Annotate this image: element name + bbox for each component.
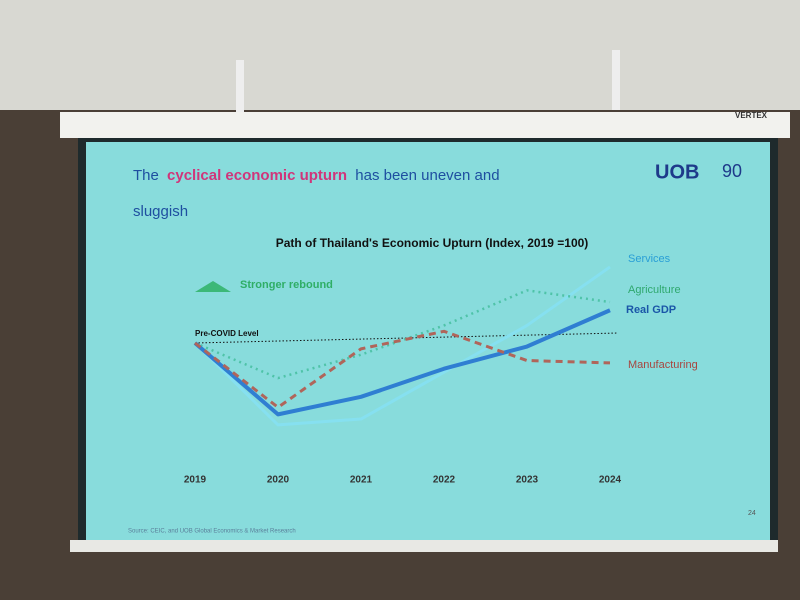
screen-housing xyxy=(60,112,790,138)
annotation-icon xyxy=(195,281,231,292)
mount xyxy=(612,50,620,110)
ceiling xyxy=(0,0,800,110)
logo: UOB xyxy=(655,161,699,183)
x-tick-label: 2020 xyxy=(267,475,290,486)
page-number: 24 xyxy=(748,510,756,517)
brand: VERTEX xyxy=(735,111,768,120)
series-line xyxy=(194,329,611,409)
series-line xyxy=(193,308,611,417)
x-tick-label: 2022 xyxy=(433,475,456,486)
x-tick-label: 2024 xyxy=(599,475,622,486)
mount xyxy=(236,60,244,120)
series-label: Manufacturing xyxy=(628,359,698,371)
series-label: Agriculture xyxy=(628,284,681,296)
reference-label: Pre-COVID Level xyxy=(195,329,259,338)
x-tick-label: 2023 xyxy=(516,475,539,486)
reference-line xyxy=(194,332,619,344)
slide xyxy=(86,142,770,542)
chart-title: Path of Thailand's Economic Upturn (Inde… xyxy=(276,236,589,250)
screen-bar xyxy=(70,540,778,552)
series-line xyxy=(193,265,611,427)
x-tick-label: 2019 xyxy=(184,475,207,486)
series-label: Real GDP xyxy=(626,304,676,316)
logo-years: 90 xyxy=(722,161,742,181)
x-tick-label: 2021 xyxy=(350,475,373,486)
series-label: Services xyxy=(628,253,671,265)
slide-title: The cyclical economic upturn has been un… xyxy=(133,167,504,220)
annotation: Stronger rebound xyxy=(240,279,333,291)
source: Source: CEIC, and UOB Global Economics &… xyxy=(128,529,296,535)
